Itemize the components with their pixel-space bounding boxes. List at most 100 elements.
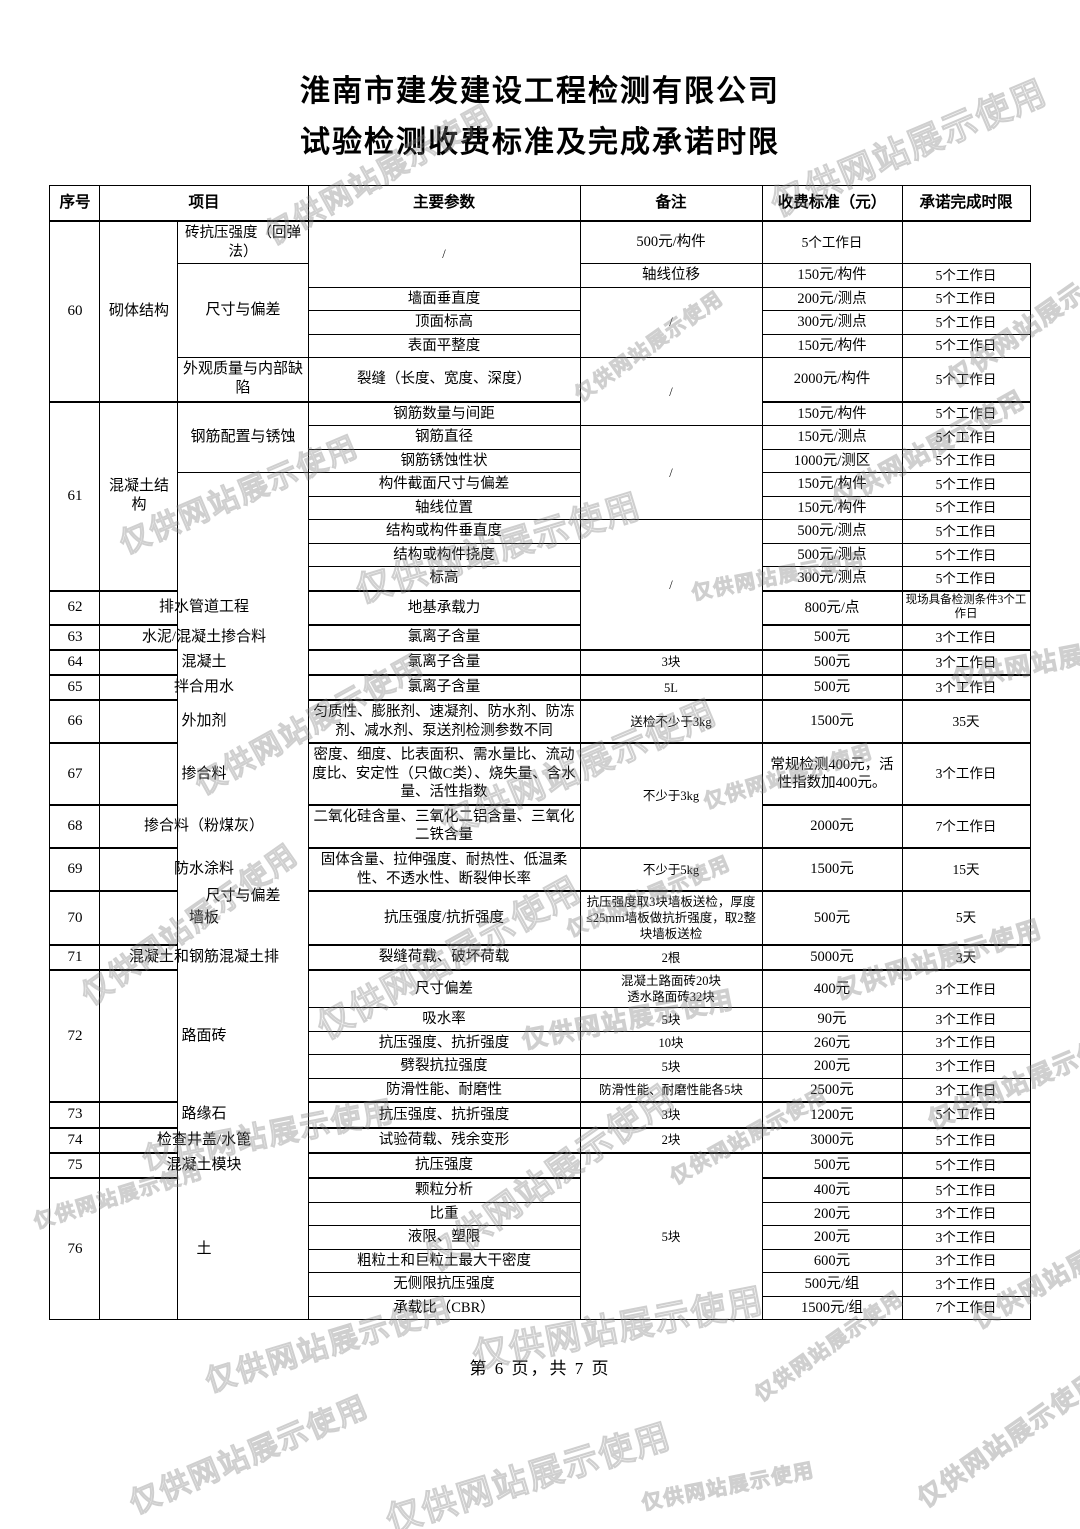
- row-parameters: 二氧化硅含量、三氧化二铝含量、三氧化二铁含量: [307, 803, 581, 849]
- row-remark: /: [579, 519, 763, 651]
- table-row: 72 路面砖 尺寸偏差 混凝土路面砖20块 透水路面砖32块 400元 3个工作日: [49, 969, 1031, 1103]
- row-item: 混凝土和钢筋混凝土排: [99, 944, 309, 971]
- table-row: 粗粒土和巨粒土最大干密度 600元 3个工作日: [50, 1248, 1031, 1274]
- row-time-limit: 5个工作日: [901, 400, 1031, 427]
- table-row: 62 排水管道工程 地基承载力 800元/点 现场具备检测条件3个工作日: [49, 590, 1031, 626]
- row-remark: 3块: [579, 648, 763, 676]
- row-item: 混凝土结构: [99, 400, 179, 592]
- column-header-index: 序号: [49, 185, 101, 222]
- row-remark: /: [307, 220, 581, 288]
- row-parameters: 液限、塑限: [307, 1225, 581, 1250]
- table-row: 墙面垂直度/200元/测点 5个工作日: [50, 286, 1031, 359]
- table-row: 结构或构件垂直度/500元/测点 5个工作日: [50, 519, 1031, 651]
- row-remark: 混凝土路面砖20块 透水路面砖32块: [579, 969, 763, 1009]
- row-fee: 2000元/构件: [761, 357, 903, 403]
- row-remark: 2根: [579, 944, 763, 971]
- row-fee: 500元: [761, 673, 903, 701]
- row-fee: 500元/组: [761, 1272, 903, 1297]
- row-fee: 800元/点: [761, 590, 903, 626]
- row-time-limit: 35天: [901, 699, 1031, 744]
- row-fee: 150元/构件: [761, 263, 903, 288]
- watermark-text: 仅供网站展示使用: [381, 1416, 677, 1529]
- row-time-limit: 5个工作日: [901, 1101, 1031, 1129]
- row-item: 砌体结构: [99, 220, 179, 403]
- row-item: 防水涂料: [99, 847, 309, 892]
- row-fee: 500元/测点: [761, 542, 903, 568]
- column-header-item: 项目: [99, 185, 309, 222]
- row-fee: 150元/测点: [761, 425, 903, 450]
- row-time-limit: 5个工作日: [901, 1151, 1031, 1179]
- row-fee: 常规检测400元，活性指数加400元。: [761, 742, 903, 806]
- row-item: 路面砖: [99, 969, 309, 1103]
- row-remark: 5块: [579, 1151, 763, 1321]
- row-parameters: 抗压强度、抗折强度: [307, 1101, 581, 1129]
- row-parameters: 砖抗压强度（回弹法）: [177, 220, 309, 265]
- row-parameters: 裂缝荷载、破坏荷载: [307, 944, 581, 971]
- row-parameters: 抗压强度/抗折强度: [307, 890, 581, 946]
- document-page: 淮南市建发建设工程检测有限公司 试验检测收费标准及完成承诺时限 序号 项目 主要…: [49, 75, 1031, 1379]
- row-parameters: 粗粒土和巨粒土最大干密度: [307, 1248, 581, 1274]
- table-row: 69 防水涂料 固体含量、拉伸强度、耐热性、低温柔性、不透水性、断裂伸长率 不少于5k…: [49, 847, 1031, 892]
- row-index: 72: [49, 969, 101, 1103]
- page-footer: 第 6 页，共 7 页: [469, 1359, 611, 1379]
- row-index: 75: [49, 1151, 101, 1179]
- row-time-limit: 现场具备检测条件3个工作日: [901, 590, 1031, 626]
- row-remark: 5块: [579, 1054, 763, 1079]
- row-fee: 1500元: [761, 847, 903, 892]
- row-remark: 不少于3kg: [579, 742, 763, 849]
- row-parameters: 颗粒分析: [307, 1177, 581, 1203]
- row-item: 检查井盖/水篦: [99, 1126, 309, 1154]
- row-time-limit: 3个工作日: [901, 1077, 1031, 1103]
- row-parameters: 氯离子含量: [307, 623, 581, 651]
- table-row: 60 砌体结构 砖抗压强度（回弹法）/500元/构件 5个工作日: [49, 220, 1030, 403]
- row-remark: 10块: [579, 1030, 763, 1056]
- row-remark: /: [579, 425, 763, 521]
- row-remark: 5块: [579, 1007, 763, 1032]
- row-fee: 200元: [761, 1054, 903, 1079]
- row-fee: 600元: [761, 1248, 903, 1274]
- row-fee: 150元/构件: [761, 495, 903, 521]
- row-parameters: 吸水率: [307, 1007, 581, 1032]
- row-time-limit: 5个工作日: [901, 333, 1031, 359]
- table-row: 承载比（CBR） 1500元/组 7个工作日: [50, 1295, 1031, 1321]
- company-name: 淮南市建发建设工程检测有限公司: [300, 75, 780, 108]
- row-parameters: 结构或构件挠度: [307, 542, 581, 568]
- row-fee: 1200元: [761, 1101, 903, 1129]
- row-time-limit: 5个工作日: [901, 566, 1031, 592]
- table-row: 75 混凝土模块 抗压强度 5块 500元 5个工作日: [49, 1151, 1031, 1321]
- row-index: 66: [49, 699, 101, 744]
- row-remark: 防滑性能、耐磨性能各5块: [579, 1077, 763, 1103]
- row-time-limit: 5个工作日: [901, 263, 1031, 288]
- row-sub-item: 尺寸与偏差: [177, 263, 309, 359]
- row-fee: 3000元: [761, 1126, 903, 1154]
- row-fee: 500元: [761, 1151, 903, 1179]
- table-row: 66 外加剂 匀质性、膨胀剂、速凝剂、防水剂、防冻剂、减水剂、泵送剂检测参数不同 送检…: [49, 699, 1031, 744]
- row-time-limit: 5个工作日: [901, 310, 1031, 335]
- row-sub-item: 钢筋配置与锈蚀: [177, 400, 309, 474]
- row-parameters: 氯离子含量: [307, 648, 581, 676]
- row-item: 混凝土模块: [99, 1151, 309, 1179]
- table-row: 比重 200元 3个工作日: [50, 1201, 1031, 1227]
- row-item: 路缘石: [99, 1101, 309, 1129]
- row-time-limit: 5天: [901, 890, 1031, 946]
- table-row: 无侧限抗压强度 500元/组 3个工作日: [50, 1272, 1031, 1297]
- row-index: 76: [49, 1177, 101, 1321]
- row-time-limit: 7个工作日: [901, 1295, 1031, 1321]
- watermark-text: 仅供网站展示使用: [125, 1390, 375, 1521]
- row-item: 掺合料（粉煤灰）: [99, 803, 309, 849]
- row-fee: 1500元: [761, 699, 903, 744]
- table-row: 76 土颗粒分析 400元 5个工作日: [49, 1177, 1031, 1321]
- row-item: 掺合料: [99, 742, 309, 806]
- table-row: 钢筋直径/150元/测点 5个工作日: [50, 425, 1031, 521]
- table-row: 70 墙板 抗压强度/抗折强度 抗压强度取3块墙板送检，厚度≤25mm墙板做抗折强度，…: [49, 890, 1031, 946]
- row-time-limit: 5个工作日: [901, 495, 1031, 521]
- row-parameters: 防滑性能、耐磨性: [307, 1077, 581, 1103]
- row-parameters: 地基承载力: [307, 590, 581, 626]
- column-header-remark: 备注: [579, 185, 763, 222]
- row-remark: 送检不少于3kg: [579, 699, 763, 744]
- row-fee: 1500元/组: [761, 1295, 903, 1321]
- row-index: 64: [49, 648, 101, 676]
- row-time-limit: 3个工作日: [901, 1248, 1031, 1274]
- table-row: 吸水率 5块 90元 3个工作日: [50, 1007, 1031, 1032]
- row-parameters: 构件截面尺寸与偏差: [307, 472, 581, 497]
